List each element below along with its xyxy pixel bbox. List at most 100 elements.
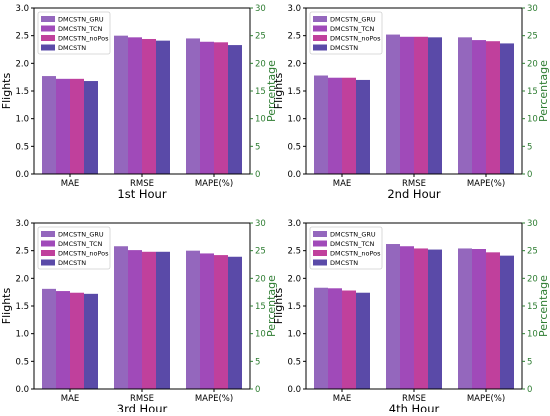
bar-dmcstn-mape	[500, 255, 514, 389]
y-right-tick-label: 20	[255, 274, 266, 284]
legend-label: DMCSTN_GRU	[58, 16, 104, 24]
bar-dmcstn-tcn-mae	[328, 77, 342, 174]
y-tick-label: 2.0	[15, 59, 29, 69]
y-right-tick-label: 15	[527, 302, 538, 312]
y-right-tick-label: 25	[527, 32, 538, 42]
bar-dmcstn-gru-rmse	[114, 35, 128, 174]
legend-label: DMCSTN_GRU	[58, 231, 104, 239]
y-tick-label: 2.5	[15, 32, 29, 42]
y-right-tick-label: 5	[255, 142, 260, 152]
x-tick-label: MAE	[61, 179, 80, 189]
bar-dmcstn-nopos-mae	[342, 77, 356, 174]
bar-dmcstn-nopos-mape	[486, 41, 500, 175]
bar-dmcstn-mape	[228, 256, 242, 389]
legend-box	[309, 11, 383, 55]
legend-swatch	[313, 250, 327, 256]
bar-dmcstn-mae	[356, 292, 370, 389]
bar-dmcstn-rmse	[428, 249, 442, 389]
x-tick-label: MAPE(%)	[467, 179, 505, 189]
y-right-tick-label: 10	[255, 115, 266, 125]
y-right-tick-label: 0	[527, 170, 532, 180]
chart-panel-4: MAE RMSE MAPE(%) 0.0 0.5 1.0 1.5 2.0 2.5 3.0 0 5 10 1…	[272, 219, 550, 416]
y-right-tick-label: 5	[527, 142, 532, 152]
legend-swatch	[41, 44, 55, 51]
y-tick-label: 2.5	[287, 247, 301, 257]
y-tick-label: 1.5	[15, 87, 29, 97]
y-right-axis-label: Percentage	[265, 275, 278, 337]
bar-dmcstn-gru-mae	[42, 288, 56, 389]
y-tick-label: 1.5	[287, 87, 301, 97]
chart-title: 2nd Hour	[387, 187, 441, 201]
legend-swatch	[313, 44, 327, 51]
y-right-tick-label: 30	[255, 4, 266, 14]
bar-dmcstn-nopos-mae	[342, 290, 356, 389]
y-tick-label: 1.0	[15, 115, 29, 125]
y-right-tick-label: 20	[527, 59, 538, 69]
bar-dmcstn-gru-mape	[458, 248, 472, 389]
legend-label: DMCSTN_noPos	[58, 250, 109, 258]
y-tick-label: 1.0	[15, 330, 29, 340]
bar-dmcstn-mape	[228, 45, 242, 174]
y-tick-label: 2.0	[287, 274, 301, 284]
y-tick-label: 0.0	[15, 170, 29, 180]
legend-label: DMCSTN_noPos	[330, 35, 381, 43]
x-tick-label: RMSE	[402, 394, 426, 404]
bar-dmcstn-rmse	[428, 37, 442, 175]
x-tick-label: MAPE(%)	[195, 179, 233, 189]
y-tick-label: 0.5	[15, 357, 29, 367]
legend-label: DMCSTN	[58, 259, 86, 267]
y-tick-label: 0.0	[287, 385, 301, 395]
bar-dmcstn-tcn-rmse	[400, 36, 414, 175]
legend-label: DMCSTN_TCN	[330, 25, 374, 33]
x-tick-label: RMSE	[402, 179, 426, 189]
legend-label: DMCSTN	[58, 44, 86, 52]
bar-dmcstn-nopos-mape	[486, 252, 500, 389]
y-axis-label: Flights	[272, 288, 285, 325]
legend-swatch	[313, 240, 327, 247]
x-tick-label: RMSE	[130, 179, 154, 189]
legend-swatch	[313, 231, 327, 237]
bar-dmcstn-tcn-rmse	[128, 250, 142, 389]
y-right-tick-label: 0	[255, 170, 260, 180]
bar-dmcstn-mape	[500, 43, 514, 175]
y-tick-label: 2.5	[287, 32, 301, 42]
bar-dmcstn-nopos-mape	[214, 255, 228, 389]
chart-title: 3rd Hour	[117, 402, 168, 412]
y-tick-label: 0.5	[15, 142, 29, 152]
bar-dmcstn-tcn-mape	[472, 249, 486, 389]
y-tick-label: 3.0	[15, 4, 29, 14]
bar-dmcstn-gru-rmse	[386, 244, 400, 389]
y-right-tick-label: 20	[527, 274, 538, 284]
legend-label: DMCSTN_GRU	[330, 16, 376, 24]
legend-swatch	[41, 259, 55, 266]
y-tick-label: 3.0	[15, 219, 29, 229]
y-right-tick-label: 15	[255, 302, 266, 312]
bar-dmcstn-tcn-mape	[200, 253, 214, 389]
bar-dmcstn-gru-rmse	[114, 246, 128, 389]
legend-swatch	[313, 16, 327, 22]
bar-dmcstn-tcn-mae	[328, 288, 342, 389]
bar-dmcstn-nopos-rmse	[142, 251, 156, 389]
y-axis-label: Flights	[0, 288, 13, 325]
y-tick-label: 0.0	[15, 385, 29, 395]
y-right-axis-label: Percentage	[265, 60, 278, 122]
y-tick-label: 2.5	[15, 247, 29, 257]
x-tick-label: MAE	[333, 394, 352, 404]
y-right-tick-label: 10	[527, 115, 538, 125]
legend-label: DMCSTN_TCN	[58, 240, 102, 248]
legend-label: DMCSTN_noPos	[330, 250, 381, 258]
bar-dmcstn-tcn-mae	[56, 78, 70, 174]
legend-label: DMCSTN	[330, 44, 358, 52]
y-right-tick-label: 15	[255, 87, 266, 97]
bar-dmcstn-gru-mae	[314, 287, 328, 389]
bar-dmcstn-nopos-rmse	[414, 248, 428, 389]
x-tick-label: RMSE	[130, 394, 154, 404]
y-tick-label: 0.5	[287, 357, 301, 367]
chart-panel-2: MAE RMSE MAPE(%) 0.0 0.5 1.0 1.5 2.0 2.5 3.0 0 5 10 1…	[272, 4, 550, 201]
bar-dmcstn-gru-mape	[458, 37, 472, 175]
bar-dmcstn-mae	[356, 79, 370, 174]
y-tick-label: 2.0	[15, 274, 29, 284]
